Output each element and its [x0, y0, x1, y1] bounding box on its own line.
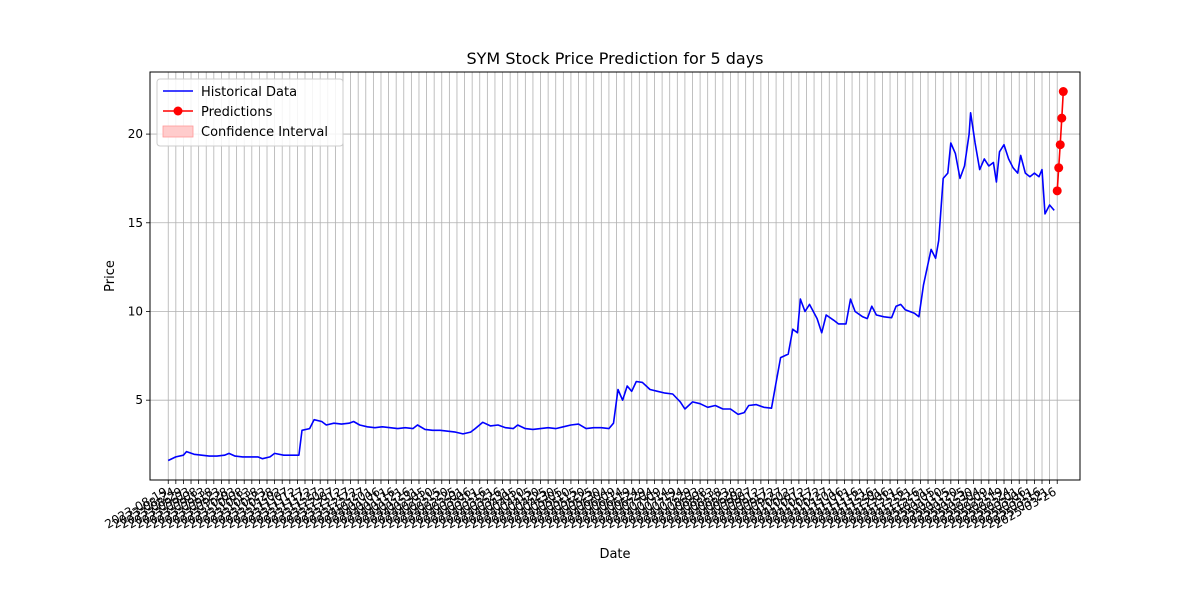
legend-predictions-marker	[173, 106, 183, 116]
legend-confidence-swatch	[162, 125, 194, 138]
legend-predictions-label: Predictions	[201, 105, 273, 120]
y-tick-label: 15	[128, 216, 143, 230]
legend-confidence-label: Confidence Interval	[201, 125, 328, 140]
prediction-point	[1054, 163, 1064, 173]
y-tick-label: 20	[128, 127, 143, 141]
chart-title: SYM Stock Price Prediction for 5 days	[467, 49, 764, 68]
historical-data-line	[167, 112, 1055, 462]
prediction-point	[1058, 87, 1068, 97]
prediction-point	[1055, 140, 1065, 150]
series-layer	[167, 87, 1068, 462]
y-axis-label: Price	[103, 260, 118, 292]
y-tick-label: 5	[135, 393, 143, 407]
prediction-point	[1052, 186, 1062, 196]
legend: Historical Data Predictions Confidence I…	[156, 78, 344, 147]
legend-box	[156, 78, 344, 147]
legend-historical-label: Historical Data	[201, 85, 297, 100]
prediction-point	[1057, 113, 1067, 123]
y-axis-ticks: 5 10 15 20	[128, 127, 150, 407]
grid	[150, 72, 1080, 480]
plot-frame	[149, 71, 1081, 481]
x-axis-label: Date	[599, 547, 630, 562]
y-tick-label: 10	[128, 304, 143, 318]
x-axis-ticks: 2023-08-192023-08-242023-08-292023-09-03…	[102, 480, 1059, 531]
